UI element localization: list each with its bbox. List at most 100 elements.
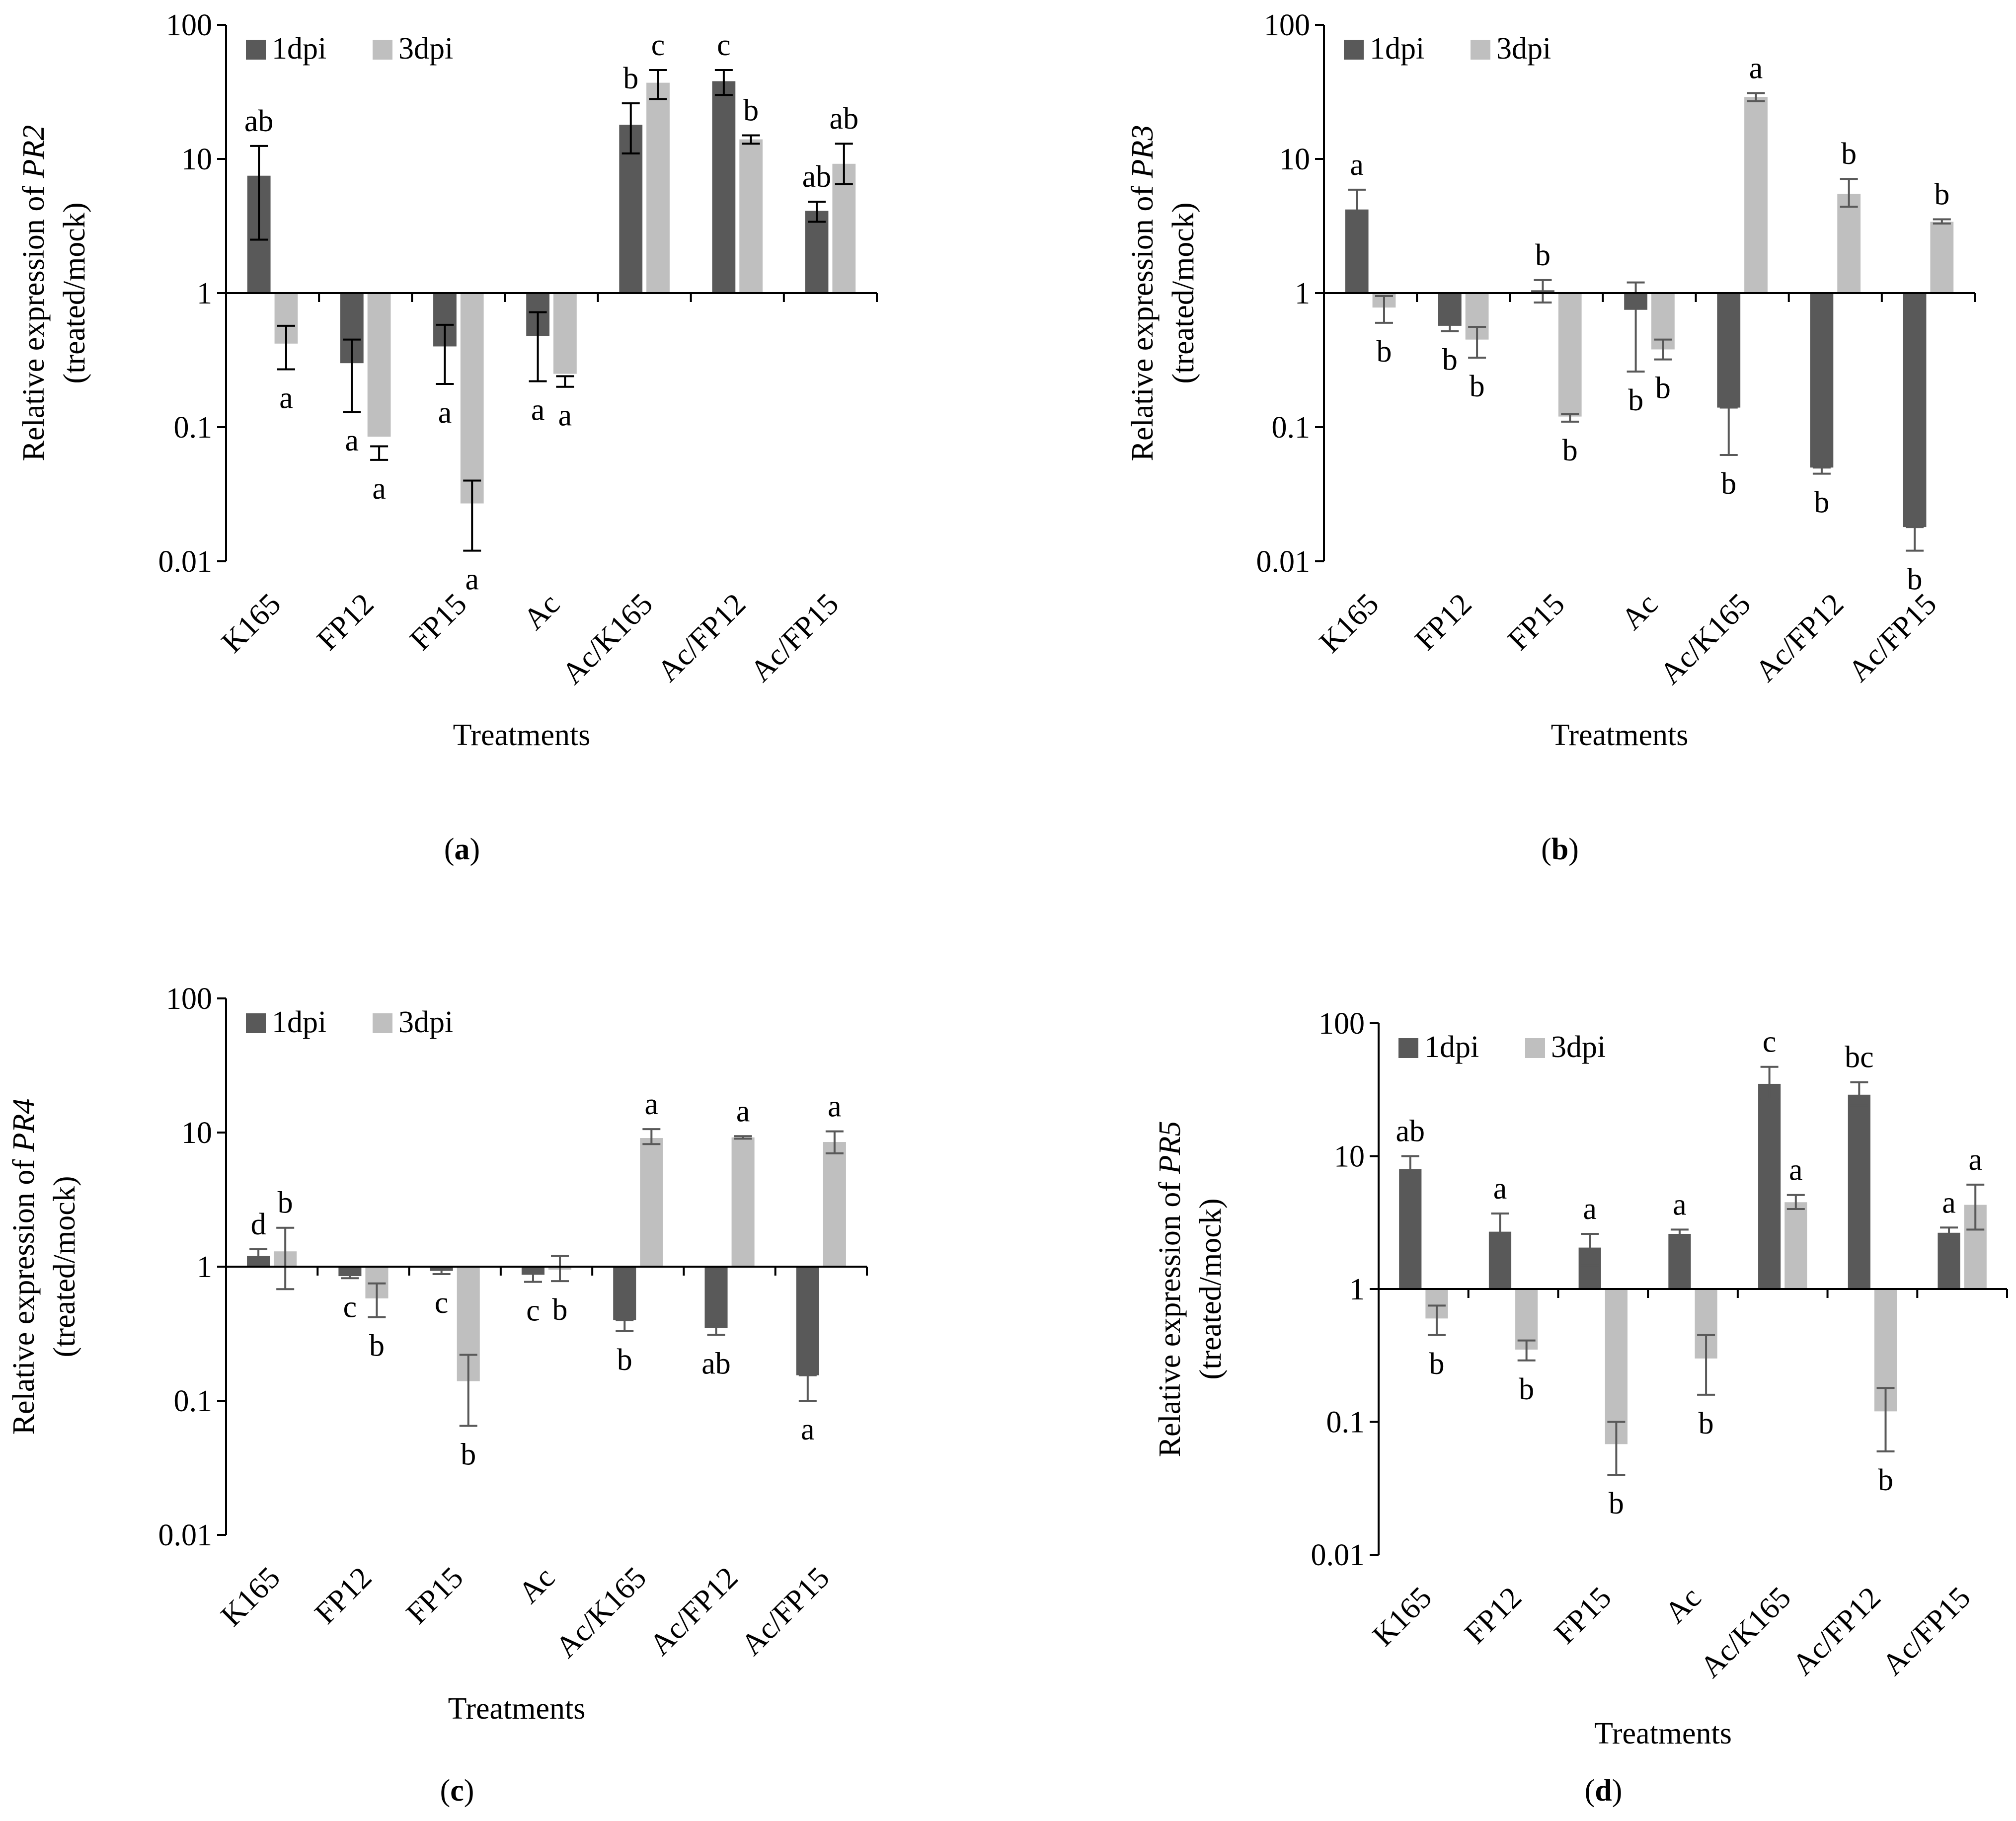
significance-label: a <box>438 396 452 430</box>
category-label: Ac/K165 <box>1694 1581 1797 1684</box>
y-tick-label: 100 <box>166 8 212 42</box>
bar-3dpi-FP12 <box>367 293 391 437</box>
y-tick-label: 100 <box>1264 8 1310 42</box>
legend-label-3dpi: 3dpi <box>398 32 453 66</box>
category-label: Ac/FP15 <box>744 587 845 688</box>
significance-label: a <box>558 399 572 433</box>
bar-3dpi-Ac/K165 <box>640 1138 663 1267</box>
bar-3dpi-Ac <box>553 293 577 374</box>
significance-label: b <box>1628 383 1643 417</box>
legend-swatch-1dpi <box>1344 40 1364 60</box>
significance-label: ab <box>701 1347 731 1380</box>
significance-label: b <box>617 1343 632 1377</box>
gene-name: PR2 <box>17 125 51 179</box>
legend-label-1dpi: 1dpi <box>1424 1030 1479 1064</box>
category-label: Ac/FP12 <box>1786 1581 1887 1682</box>
y-tick-label: 10 <box>181 1116 212 1150</box>
bar-3dpi-FP15 <box>460 293 484 504</box>
bar-3dpi-Ac/FP15 <box>823 1142 846 1267</box>
significance-label: a <box>1789 1153 1803 1187</box>
category-label: FP15 <box>1548 1581 1618 1651</box>
category-label: FP15 <box>400 1561 470 1631</box>
y-tick-label: 10 <box>1334 1140 1365 1174</box>
legend-label-3dpi: 3dpi <box>1496 32 1551 66</box>
significance-label: a <box>828 1090 842 1124</box>
bar-3dpi-Ac/FP12 <box>731 1137 755 1267</box>
category-label: Ac/FP12 <box>643 1561 744 1662</box>
category-label: FP12 <box>309 1561 379 1631</box>
bar-3dpi-Ac/K165 <box>1784 1202 1807 1289</box>
y-tick-label: 0.1 <box>174 1384 213 1418</box>
significance-label: a <box>531 393 545 427</box>
category-label: K165 <box>1366 1581 1439 1653</box>
bar-1dpi-Ac/K165 <box>1758 1083 1781 1289</box>
significance-label: a <box>1942 1186 1956 1219</box>
y-axis-label: Relative expression of PR4(treated/mock) <box>7 1099 81 1435</box>
significance-label: bc <box>1845 1041 1874 1074</box>
significance-label: a <box>279 381 293 415</box>
panel-label: (c) <box>440 1774 474 1808</box>
significance-label: c <box>435 1286 449 1320</box>
significance-label: b <box>1470 370 1485 403</box>
y-tick-label: 1 <box>197 1250 212 1284</box>
y-tick-label: 10 <box>1279 143 1310 176</box>
bar-3dpi-Ac/FP12 <box>1837 194 1861 293</box>
category-label: Ac/FP12 <box>1749 587 1850 688</box>
chart-panel-b: 0.01 0.1 1 10 100 Relative expression of PR3(… <box>1126 8 1976 866</box>
significance-label: d <box>251 1208 266 1241</box>
bar-3dpi-FP15 <box>1558 293 1582 417</box>
significance-label: b <box>1429 1347 1444 1381</box>
bar-3dpi-Ac/FP12 <box>739 139 763 293</box>
bar-1dpi-Ac/FP15 <box>796 1267 819 1375</box>
significance-label: b <box>1535 238 1551 272</box>
significance-label: ab <box>802 160 832 194</box>
significance-label: ab <box>244 104 274 138</box>
significance-label: b <box>743 93 759 127</box>
y-tick-label: 10 <box>181 143 212 176</box>
gene-name: PR4 <box>7 1099 41 1152</box>
category-label: Ac/K165 <box>555 587 659 691</box>
panel-label: (a) <box>444 833 480 866</box>
y-tick-label: 100 <box>1318 1007 1365 1041</box>
category-label: FP12 <box>1458 1581 1528 1651</box>
legend-swatch-3dpi <box>1471 40 1490 60</box>
bar-1dpi-Ac/FP15 <box>805 211 829 293</box>
bar-1dpi-Ac/FP12 <box>1848 1094 1870 1289</box>
category-label: Ac/FP15 <box>1842 587 1943 688</box>
significance-label: a <box>1968 1143 1982 1177</box>
legend-swatch-3dpi <box>373 40 392 60</box>
significance-label: a <box>1350 148 1364 182</box>
category-label: Ac/K165 <box>549 1561 653 1665</box>
legend-label-1dpi: 1dpi <box>272 32 326 66</box>
significance-label: c <box>526 1294 540 1328</box>
bar-3dpi-Ac/FP15 <box>832 163 856 293</box>
significance-label: b <box>1814 486 1829 520</box>
y-axis-label: Relative expression of PR5(treated/mock) <box>1153 1121 1228 1457</box>
category-label: Ac <box>512 1561 561 1610</box>
significance-label: b <box>369 1329 385 1363</box>
significance-label: b <box>1934 177 1949 211</box>
bar-1dpi-Ac <box>1668 1233 1691 1289</box>
category-label: Ac/K165 <box>1653 587 1757 691</box>
bar-1dpi-Ac/FP12 <box>1810 293 1834 468</box>
legend-swatch-1dpi <box>246 40 266 60</box>
chart-panel-d: 0.01 0.1 1 10 100 Relative expression of PR5(… <box>1153 1007 2008 1808</box>
significance-label: b <box>1841 137 1857 171</box>
y-axis-label: Relative expression of PR2(treated/mock) <box>17 125 91 461</box>
significance-label: a <box>1673 1188 1687 1221</box>
y-tick-label: 0.01 <box>1311 1538 1365 1572</box>
significance-label: b <box>623 62 638 95</box>
y-tick-label: 0.1 <box>174 411 213 445</box>
panel-label: (b) <box>1541 833 1579 866</box>
bar-3dpi-Ac/K165 <box>1744 97 1768 294</box>
y-axis-label: Relative expression of PR3(treated/mock) <box>1126 125 1200 461</box>
bar-1dpi-K165 <box>1399 1169 1422 1289</box>
gene-name: PR3 <box>1126 125 1160 179</box>
category-label: FP15 <box>1501 587 1571 657</box>
bar-1dpi-Ac/FP12 <box>712 81 736 293</box>
significance-label: b <box>1907 563 1923 597</box>
bar-3dpi-Ac/K165 <box>646 82 670 293</box>
gene-name: PR5 <box>1153 1121 1187 1175</box>
category-label: FP12 <box>310 587 381 657</box>
legend-label-3dpi: 3dpi <box>1551 1030 1606 1064</box>
